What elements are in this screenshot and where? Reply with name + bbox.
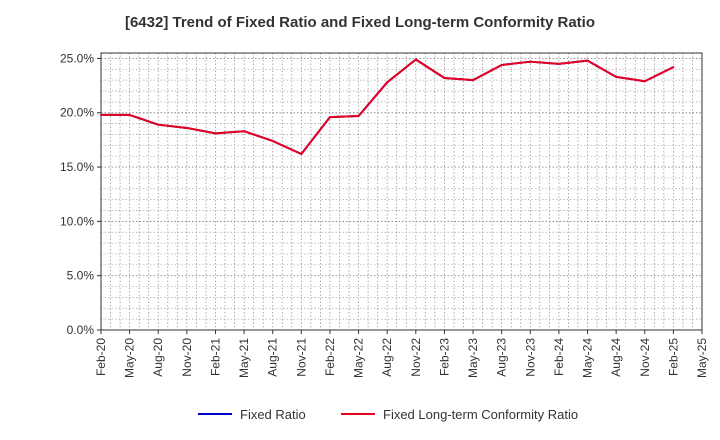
x-tick-label: May-22 bbox=[352, 338, 366, 378]
x-tick-label: Feb-25 bbox=[666, 338, 680, 376]
data-point bbox=[214, 132, 217, 135]
data-point bbox=[586, 59, 589, 62]
data-point bbox=[300, 153, 303, 155]
x-tick-label: May-21 bbox=[237, 338, 251, 378]
x-tick-label: Nov-24 bbox=[638, 338, 652, 377]
x-tick-label: Feb-22 bbox=[323, 338, 337, 376]
x-tick-label: Aug-21 bbox=[266, 338, 280, 377]
x-tick-label: Aug-22 bbox=[380, 338, 394, 377]
x-tick-label: May-24 bbox=[581, 338, 595, 378]
data-point bbox=[100, 114, 102, 116]
x-tick-label: Nov-21 bbox=[294, 338, 308, 377]
data-point bbox=[157, 123, 160, 126]
data-point bbox=[472, 79, 474, 82]
x-tick-label: Aug-23 bbox=[495, 338, 509, 377]
legend-label: Fixed Long-term Conformity Ratio bbox=[383, 407, 578, 422]
y-tick-label: 0.0% bbox=[67, 323, 95, 337]
data-point bbox=[443, 77, 446, 79]
data-point bbox=[414, 58, 417, 61]
data-point bbox=[558, 62, 560, 65]
x-tick-label: Nov-23 bbox=[523, 338, 537, 377]
chart-title: [6432] Trend of Fixed Ratio and Fixed Lo… bbox=[124, 14, 596, 31]
data-point bbox=[329, 116, 331, 118]
x-tick-label: Feb-24 bbox=[552, 338, 566, 376]
x-tick-label: Aug-20 bbox=[151, 338, 165, 377]
x-tick-label: May-20 bbox=[123, 338, 137, 378]
x-tick-label: Aug-24 bbox=[609, 338, 623, 377]
x-tick-label: Feb-23 bbox=[437, 338, 451, 376]
data-point bbox=[386, 81, 389, 84]
data-point bbox=[529, 60, 532, 63]
plot-area-frame bbox=[100, 52, 703, 331]
data-point bbox=[243, 130, 245, 133]
x-tick-label: May-23 bbox=[466, 338, 480, 378]
x-tick-label: Nov-22 bbox=[409, 338, 423, 377]
x-tick-label: Feb-20 bbox=[94, 338, 108, 376]
y-tick-label: 5.0% bbox=[67, 269, 95, 283]
data-point bbox=[185, 127, 188, 129]
y-tick-label: 20.0% bbox=[60, 106, 94, 120]
x-tick-label: May-25 bbox=[695, 338, 709, 378]
data-point bbox=[500, 64, 503, 66]
x-tick-label: Feb-21 bbox=[208, 338, 222, 376]
data-point bbox=[672, 66, 675, 69]
y-tick-label: 15.0% bbox=[60, 160, 94, 174]
data-point bbox=[357, 115, 360, 117]
legend-label: Fixed Ratio bbox=[240, 407, 306, 422]
data-point bbox=[615, 75, 618, 78]
data-point bbox=[271, 140, 274, 142]
x-tick-label: Nov-20 bbox=[180, 338, 194, 377]
y-tick-label: 25.0% bbox=[60, 51, 94, 65]
data-point bbox=[643, 80, 646, 83]
data-point bbox=[128, 114, 131, 116]
y-tick-label: 10.0% bbox=[60, 214, 94, 228]
